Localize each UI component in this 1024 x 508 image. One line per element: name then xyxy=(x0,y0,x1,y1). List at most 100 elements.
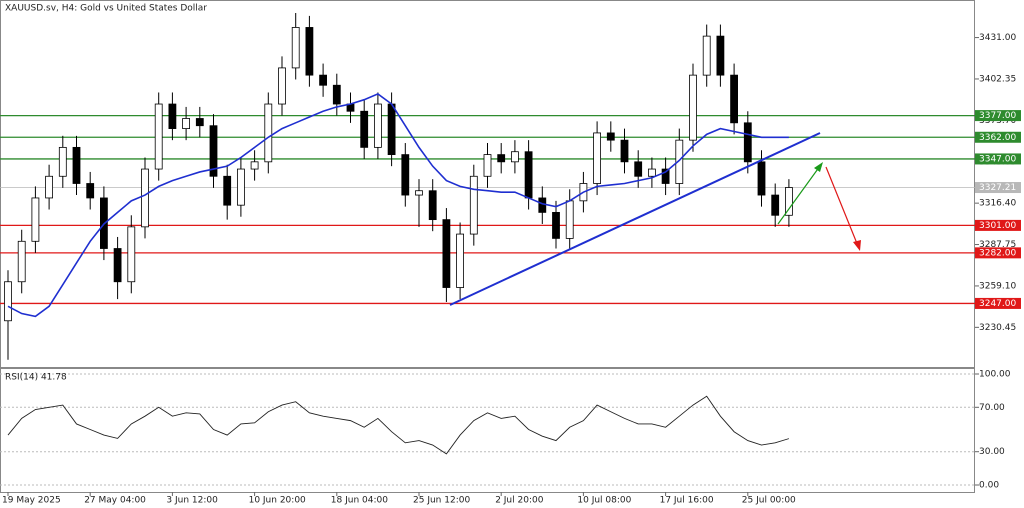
level-label-box xyxy=(975,219,1021,231)
candle-body xyxy=(31,197,40,242)
down-arrow-head xyxy=(853,240,861,251)
candle-body xyxy=(223,175,232,206)
candle-body xyxy=(538,197,547,213)
y-tick-label: 3287.75 xyxy=(979,240,1016,250)
candle-body xyxy=(743,122,752,163)
candle-body xyxy=(456,233,465,288)
candle-body xyxy=(689,74,697,141)
candle-body xyxy=(524,151,533,199)
candle-body xyxy=(497,154,506,163)
trend-line xyxy=(449,132,821,306)
candle-body xyxy=(702,35,711,76)
candle-body xyxy=(154,103,163,170)
level-label-box xyxy=(975,131,1021,143)
level-label: 3247.00 xyxy=(979,299,1016,309)
x-tick-label: 25 Jul 00:00 xyxy=(742,496,796,506)
up-arrow-head xyxy=(814,162,823,172)
candle-body xyxy=(168,103,177,129)
candle-body xyxy=(4,281,12,322)
y-tick-label: 30.00 xyxy=(979,447,1005,457)
candle-body xyxy=(264,103,273,163)
candle-body xyxy=(141,168,149,228)
candle-body xyxy=(236,168,245,206)
x-tick-label: 10 Jul 08:00 xyxy=(577,496,631,506)
candle-body xyxy=(305,27,314,76)
down-arrow xyxy=(825,166,859,247)
candle-body xyxy=(72,146,81,184)
candle-body xyxy=(319,74,328,86)
candle-body xyxy=(45,175,53,199)
candle-body xyxy=(757,161,766,196)
candle-body xyxy=(332,84,341,105)
candle-body xyxy=(278,67,286,105)
y-tick-label: 70.00 xyxy=(979,403,1005,413)
candle-body xyxy=(17,240,26,283)
candle-body xyxy=(771,194,780,216)
candle-body xyxy=(716,35,725,76)
candle-body xyxy=(469,175,478,235)
candle-body xyxy=(360,110,369,148)
candle-body xyxy=(648,168,656,177)
candle-body xyxy=(675,139,684,184)
x-tick-label: 2 Jul 20:00 xyxy=(495,496,544,506)
candle-body xyxy=(442,219,451,288)
y-tick-label: 0.00 xyxy=(979,481,999,491)
chart-title: XAUUSD.sv, H4: Gold vs United States Dol… xyxy=(5,4,207,14)
candle-body xyxy=(195,118,204,127)
y-tick-label: 100.00 xyxy=(979,369,1011,379)
candle-body xyxy=(209,125,218,177)
rsi-line xyxy=(7,395,790,455)
candle-body xyxy=(634,161,643,177)
candle-body xyxy=(730,74,738,124)
candle-body xyxy=(86,183,95,199)
current-price-box xyxy=(975,182,1021,194)
candle-body xyxy=(58,146,67,177)
candle-body xyxy=(428,190,437,221)
candle-body xyxy=(373,103,382,148)
candle-body xyxy=(291,27,300,69)
level-label-box xyxy=(975,247,1021,259)
candle-body xyxy=(113,248,122,283)
candle-body xyxy=(565,200,574,239)
current-price-label: 3327.21 xyxy=(979,183,1016,193)
y-tick-label: 3431.00 xyxy=(979,33,1016,43)
x-tick-label: 27 May 04:00 xyxy=(84,496,146,506)
level-label-box xyxy=(975,110,1021,122)
x-tick-label: 18 Jun 04:00 xyxy=(331,496,388,506)
candle-body xyxy=(415,190,423,196)
candle-body xyxy=(387,103,396,156)
y-tick-label: 3402.35 xyxy=(979,74,1016,84)
candle-body xyxy=(127,226,136,283)
candle-body xyxy=(182,118,191,129)
candle-body xyxy=(401,154,410,196)
level-label: 3347.00 xyxy=(979,154,1016,164)
level-label: 3282.00 xyxy=(979,248,1016,258)
level-label: 3301.00 xyxy=(979,221,1016,231)
up-arrow xyxy=(777,165,821,225)
level-label: 3377.00 xyxy=(979,111,1016,121)
candle-body xyxy=(510,151,519,163)
candle-body xyxy=(606,132,615,141)
candle-body xyxy=(661,168,670,184)
candle-body xyxy=(593,132,601,184)
y-tick-label: 3259.10 xyxy=(979,281,1016,291)
level-label-box xyxy=(975,297,1021,309)
level-label-box xyxy=(975,153,1021,165)
x-tick-label: 19 May 2025 xyxy=(2,496,61,506)
moving-average xyxy=(7,93,789,318)
x-tick-label: 25 Jun 12:00 xyxy=(413,496,470,506)
candle-body xyxy=(483,154,492,177)
y-tick-label: 3230.45 xyxy=(979,323,1016,333)
x-tick-label: 17 Jul 16:00 xyxy=(660,496,714,506)
candle-body xyxy=(785,187,793,216)
candle-body xyxy=(552,211,560,239)
y-tick-label: 3316.40 xyxy=(979,199,1016,209)
x-tick-label: 3 Jun 12:00 xyxy=(166,496,218,506)
rsi-frame xyxy=(0,368,975,493)
candle-body xyxy=(620,139,629,163)
rsi-title: RSI(14) 41.78 xyxy=(5,373,67,383)
level-label: 3362.00 xyxy=(979,133,1016,143)
x-tick-label: 10 Jun 20:00 xyxy=(249,496,306,506)
